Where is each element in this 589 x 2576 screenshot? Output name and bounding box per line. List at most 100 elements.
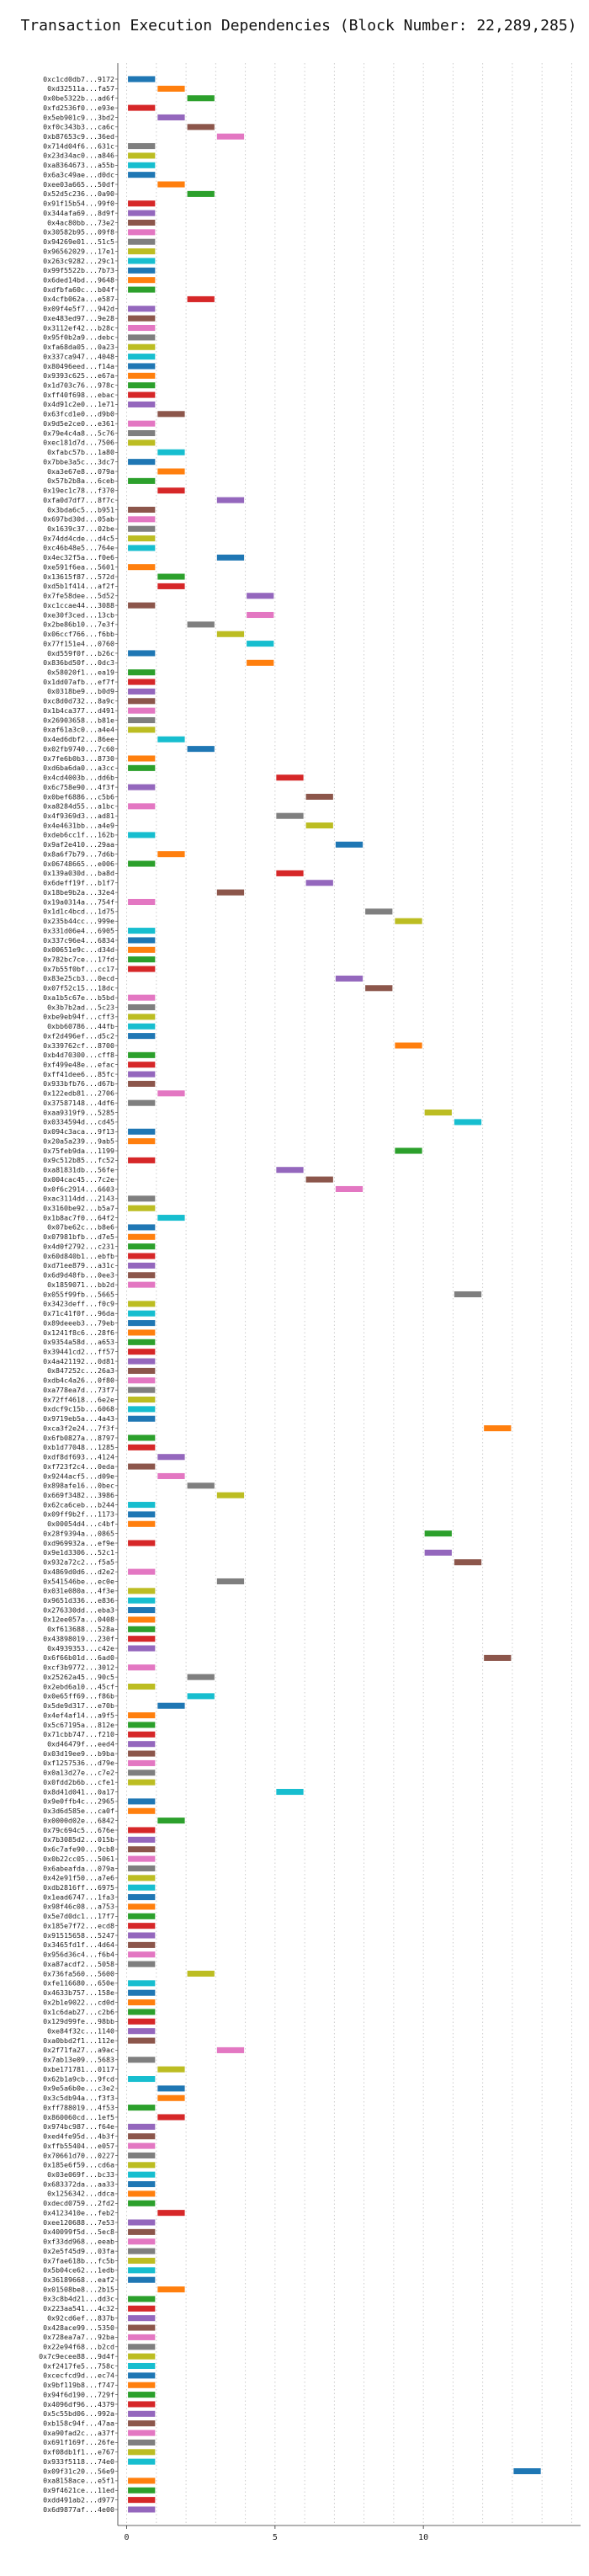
- tx-label: 0x3c5db94a...f3f3: [43, 2094, 114, 2102]
- tx-bar: [128, 1310, 156, 1317]
- tx-bar: [157, 2114, 185, 2121]
- tx-label: 0x782bc7ce...17fd: [43, 955, 114, 963]
- tx-label: 0xb1d77048...1285: [43, 1443, 114, 1451]
- tx-bar: [128, 1846, 156, 1853]
- tx-bar: [128, 1941, 156, 1948]
- tx-label: 0x6fb0827a...8797: [43, 1434, 114, 1442]
- tx-bar: [128, 1415, 156, 1422]
- tx-bar: [128, 2334, 156, 2340]
- tx-label: 0x40099f5d...5ec8: [43, 2227, 114, 2236]
- tx-label: 0x933bfb76...d67b: [43, 1079, 114, 1088]
- tx-label: 0x6c7afe90...9cb8: [43, 1845, 114, 1854]
- tx-label: 0x2ebd6a10...45cf: [43, 1682, 114, 1690]
- tx-label: 0x9651d336...e836: [43, 1596, 114, 1605]
- tx-label: 0x3465fd1f...4d64: [43, 1940, 114, 1949]
- tx-label: 0x898afe16...0bec: [43, 1482, 114, 1490]
- tx-bar: [128, 1827, 156, 1834]
- tx-bar: [128, 2057, 156, 2063]
- tx-label: 0x6deff19f...b1f7: [43, 879, 114, 887]
- tx-bar: [128, 219, 156, 226]
- tx-bar: [128, 1836, 156, 1843]
- tx-label: 0x9c512b85...fc52: [43, 1156, 114, 1164]
- tx-label: 0xfabc57b...1a80: [47, 448, 114, 456]
- tx-label: 0x4ef4af14...a9f5: [43, 1711, 114, 1719]
- tx-bar: [128, 238, 156, 245]
- tx-label: 0x8d41d041...0a17: [43, 1787, 114, 1796]
- tx-label: 0x1dd07afb...ef7f: [43, 678, 114, 686]
- tx-label: 0x94f6d190...729f: [43, 2390, 114, 2398]
- tx-bar: [128, 372, 156, 379]
- tx-label: 0x06ccf766...f6bb: [43, 630, 114, 638]
- tx-bar: [128, 306, 156, 312]
- tx-bar: [128, 2248, 156, 2254]
- tx-label: 0xbe9eb94f...cff3: [43, 1013, 114, 1021]
- tx-label: 0x139a030d...ba8d: [43, 869, 114, 877]
- tx-label: 0x956d36c4...f6b4: [43, 1951, 114, 1959]
- tx-bar: [187, 621, 215, 628]
- tx-bar: [128, 200, 156, 207]
- tx-label: 0xff41dee6...85fc: [43, 1070, 114, 1078]
- tx-label: 0xa0bbd2f1...112e: [43, 2036, 114, 2045]
- tx-label: 0x06748665...e006: [43, 860, 114, 868]
- tx-label: 0x4a421192...0d81: [43, 1357, 114, 1365]
- tx-bar: [128, 1262, 156, 1269]
- tx-bar: [216, 133, 245, 140]
- tx-bar: [128, 2430, 156, 2436]
- tx-label: 0xf08db1f1...e767: [43, 2448, 114, 2456]
- tx-bar: [128, 1281, 156, 1288]
- tx-bar: [276, 1789, 304, 1796]
- tx-label: 0x03e069f...bc33: [47, 2170, 114, 2179]
- tx-label: 0x98f46c08...a753: [43, 1903, 114, 1911]
- tx-label: 0x7fae618b...fc5b: [43, 2256, 114, 2265]
- tx-label: 0x02fb9740...7c60: [43, 744, 114, 753]
- tx-label: 0x6ded14bd...9648: [43, 275, 114, 284]
- tx-label: 0x7ab13e09...5683: [43, 2056, 114, 2064]
- tx-bar: [128, 1741, 156, 1748]
- tx-label: 0x70661d70...0227: [43, 2151, 114, 2159]
- tx-bar: [187, 295, 215, 302]
- tx-label: 0x79e4c4a8...5c76: [43, 428, 114, 437]
- tx-label: 0x7b55f0bf...cc17: [43, 965, 114, 973]
- tx-bar: [128, 937, 156, 944]
- tx-label: 0x8a6f7b79...7d6b: [43, 849, 114, 858]
- tx-label: 0x03d19ee9...b9ba: [43, 1749, 114, 1758]
- tx-bar: [128, 1884, 156, 1891]
- tx-label: 0x89deeeb3...79eb: [43, 1318, 114, 1327]
- tx-bar: [128, 1855, 156, 1862]
- tx-label: 0x20a5a239...9ab5: [43, 1136, 114, 1145]
- tx-bar: [157, 2286, 185, 2293]
- tx-label: 0xca3f2e24...7f3f: [43, 1424, 114, 1432]
- tx-bar: [128, 1616, 156, 1623]
- tx-bar: [157, 114, 185, 120]
- tx-bar: [128, 2497, 156, 2504]
- tx-label: 0x0a13d27e...c7e2: [43, 1769, 114, 1777]
- tx-bar: [157, 85, 185, 92]
- tx-label: 0xc1ccae44...3088: [43, 601, 114, 609]
- tx-bar: [128, 1128, 156, 1135]
- tx-label: 0x83e25cb3...0ecd: [43, 974, 114, 982]
- tx-label: 0xc8d0d732...8a9c: [43, 697, 114, 705]
- tx-label: 0x1639c37...02be: [47, 524, 114, 533]
- tx-bar: [128, 1636, 156, 1642]
- tx-label: 0x22e94f68...b2cd: [43, 2343, 114, 2351]
- tx-bar: [128, 1520, 156, 1527]
- tx-label: 0xa778ea7d...73f7: [43, 1386, 114, 1394]
- tx-label: 0x28f9394a...0865: [43, 1529, 114, 1537]
- tx-bar: [128, 1568, 156, 1575]
- tx-bar: [128, 248, 156, 255]
- tx-bar: [128, 602, 156, 609]
- tx-bar: [128, 1243, 156, 1250]
- tx-bar: [128, 1540, 156, 1546]
- tx-bar: [187, 746, 215, 753]
- tx-label: 0xf33dd968...eeab: [43, 2238, 114, 2246]
- tx-label: 0xf499e48e...efac: [43, 1061, 114, 1069]
- tx-label: 0xd559f0f...b26c: [47, 649, 114, 657]
- tx-bar: [128, 1195, 156, 1202]
- tx-label: 0x09f31c20...56e9: [43, 2467, 114, 2475]
- tx-label: 0x62ca6ceb...b244: [43, 1500, 114, 1509]
- tx-bar: [335, 975, 363, 982]
- tx-bar: [128, 229, 156, 236]
- tx-label: 0x6a3c49ae...d0dc: [43, 170, 114, 178]
- tx-label: 0x94269e01...51c5: [43, 237, 114, 246]
- tx-bar: [128, 1798, 156, 1805]
